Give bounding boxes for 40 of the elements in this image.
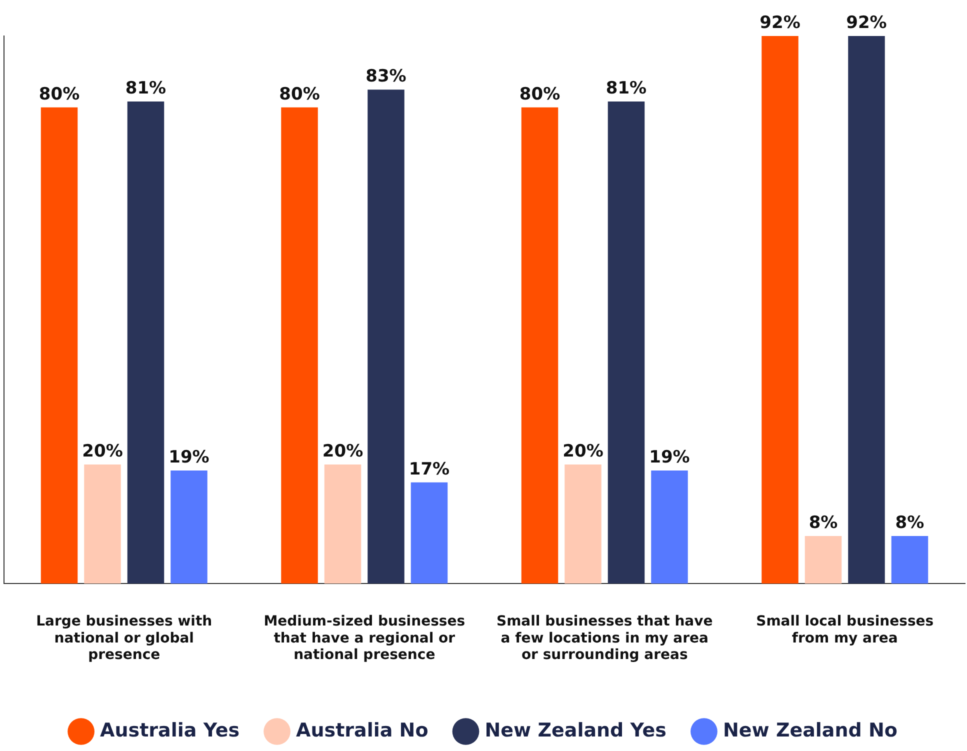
data-label: 17% — [408, 459, 450, 480]
data-label: 92% — [760, 12, 800, 33]
bar — [170, 470, 208, 584]
x-tick-label: Large businesses with national or global presence — [36, 614, 212, 664]
data-label: 80% — [279, 84, 320, 104]
x-tick-label: Medium-sized businesses that have a regional or national presence — [264, 614, 466, 664]
data-label: 80% — [38, 84, 80, 104]
bar — [521, 107, 558, 584]
bar — [281, 107, 318, 584]
bar — [40, 107, 78, 584]
data-label: 20% — [322, 441, 364, 462]
data-label: 19% — [168, 447, 210, 468]
bar — [804, 536, 842, 584]
data-label: 80% — [519, 84, 560, 104]
data-label: 20% — [562, 441, 604, 462]
bar — [127, 101, 164, 584]
data-label: 19% — [649, 447, 690, 468]
data-label: 8% — [808, 512, 838, 533]
x-tick-label: Small businesses that have a few locations in my area or surrounding areas — [496, 614, 713, 664]
legend-label: Australia No — [296, 719, 428, 742]
bar — [891, 536, 928, 584]
data-label: 20% — [82, 441, 123, 462]
bar — [368, 90, 404, 584]
bar — [651, 470, 688, 584]
data-label: 83% — [366, 66, 406, 86]
legend-label: New Zealand No — [722, 719, 898, 742]
data-label: 81% — [125, 78, 166, 98]
x-tick-label: Small local businesses from my area — [756, 614, 934, 646]
legend-label: Australia Yes — [100, 719, 240, 742]
bar — [564, 464, 602, 584]
bar — [410, 482, 448, 584]
data-label: 8% — [895, 512, 924, 533]
data-label: 81% — [606, 78, 647, 98]
bar — [848, 36, 885, 584]
legend-label: New Zealand Yes — [484, 719, 666, 742]
bar — [324, 464, 362, 584]
bar — [84, 464, 121, 584]
bar — [608, 101, 645, 584]
bar — [762, 36, 798, 584]
data-label: 92% — [846, 12, 887, 33]
